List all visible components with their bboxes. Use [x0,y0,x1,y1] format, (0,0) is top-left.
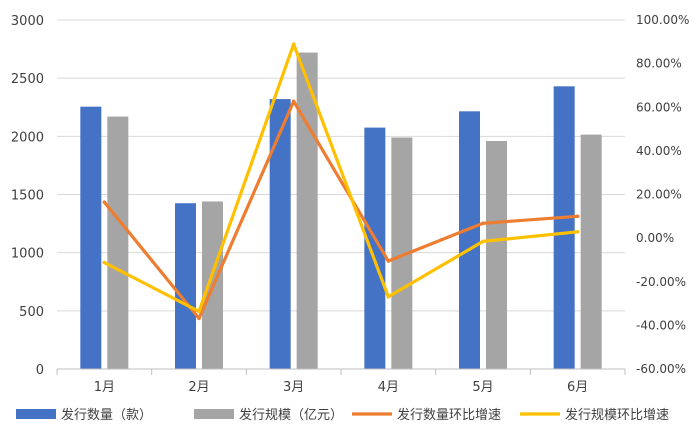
x-tick-label: 1月 [94,380,115,395]
y-right-tick-label: 40.00% [636,144,682,158]
line-count-growth [102,99,580,320]
y-right-tick-label: -40.00% [636,318,686,332]
bar-issue-count [364,127,386,369]
legend-swatch [16,409,56,419]
gridlines [57,19,625,370]
bar-issue-scale [391,137,413,369]
y-right-tick-label: -20.00% [636,275,686,289]
bar-issue-count [175,203,196,369]
axes: 0 500 1000 1500 2000 2500 3000 -60.00% -40.00% -2… [11,13,689,395]
y-right-tick-label: 0.00% [636,231,674,245]
bar-issue-count [269,99,291,370]
legend-label: 发行数量环比增速 [397,407,501,423]
legend: 发行数量（款） 发行规模（亿元） 发行数量环比增速 发行规模环比增速 [16,407,669,423]
line-series-group [102,42,580,321]
line-point [575,214,580,219]
bar-issue-count [80,106,102,369]
line-point [291,42,296,47]
x-tick-label: 6月 [567,380,588,395]
line-point [481,221,485,226]
x-tick-label: 4月 [378,380,399,395]
y-left-tick-label: 1000 [11,247,44,262]
y-right-tick-label: 60.00% [636,100,682,114]
y-left-tick-label: 3000 [11,14,44,29]
legend-label: 发行规模（亿元） [239,407,343,423]
line-scale-growth [102,42,580,314]
y-right-tick-label: 20.00% [636,188,682,202]
x-tick-label: 2月 [188,380,209,395]
y-left-tick-label: 1500 [11,189,44,204]
line-point [386,259,391,263]
legend-label: 发行规模环比增速 [565,407,669,423]
bar-issue-scale [580,134,602,369]
bar-series-group [80,52,602,370]
y-right-tick-label: 80.00% [636,57,682,71]
line-point [102,260,107,265]
legend-swatch [194,409,234,419]
x-tick-label: 3月 [283,380,304,395]
y-left-tick-label: 0 [36,363,44,378]
line-point [291,99,296,104]
bar-issue-count [459,111,480,370]
bar-issue-count [553,86,575,369]
y-right-tick-label: 100.00% [636,13,689,27]
y-right-tick-label: -60.00% [636,362,686,376]
line-point [575,229,580,234]
y-left-tick-label: 2000 [11,130,44,145]
line-point [197,309,201,314]
bar-issue-scale [486,140,507,369]
legend-label: 发行数量（款） [61,407,152,423]
y-left-tick-label: 500 [19,305,44,320]
line-point [386,295,391,299]
line-point [197,316,201,321]
line-point [102,200,107,204]
x-tick-label: 5月 [472,380,493,395]
y-left-tick-label: 2500 [11,72,44,87]
bar-issue-scale [107,116,129,369]
line-point [481,239,485,244]
